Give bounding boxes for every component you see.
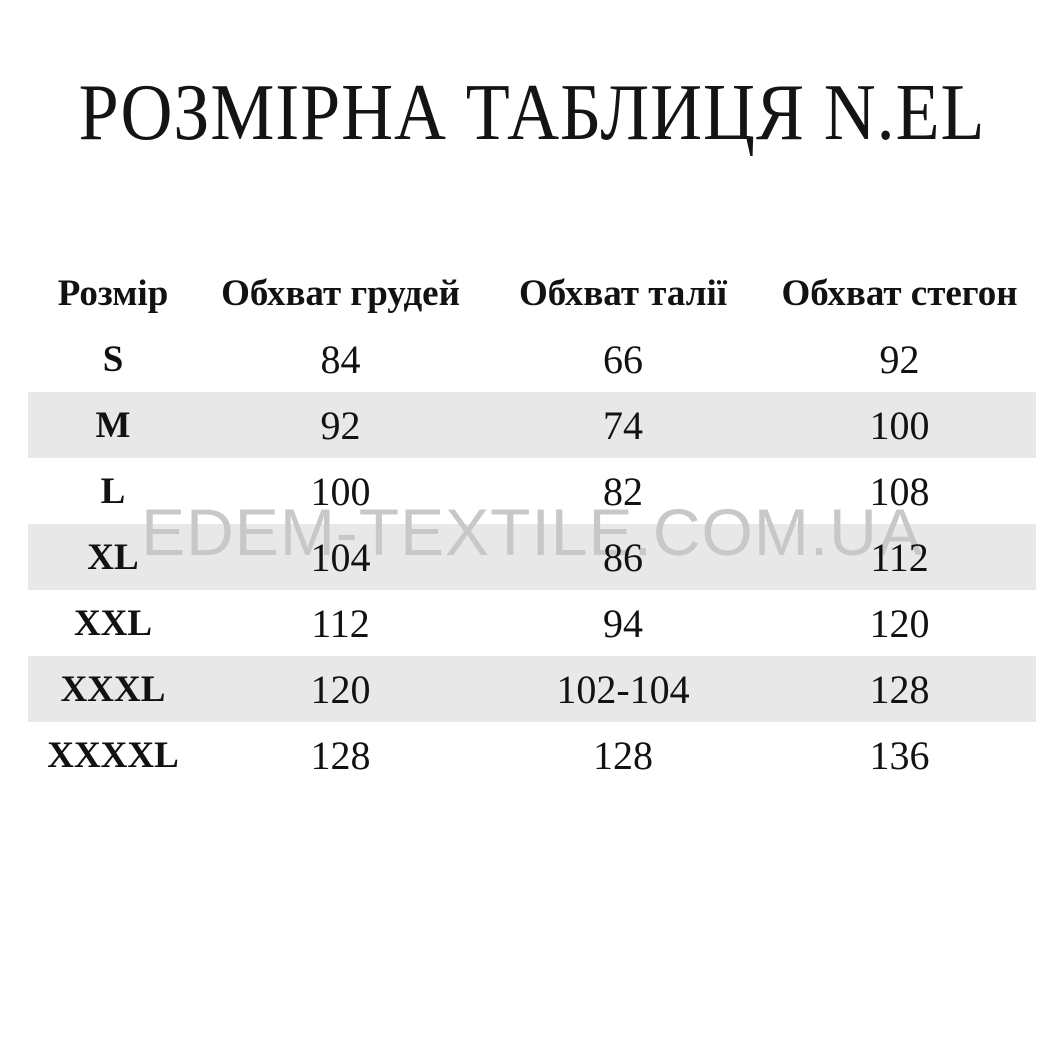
table-row: XXXXL 128 128 136 — [28, 722, 1036, 788]
column-header: Обхват стегон — [781, 272, 1018, 314]
waist-value: 82 — [603, 468, 643, 514]
hips-value: 112 — [870, 534, 929, 580]
size-label: XL — [87, 536, 139, 578]
table-row: XL 104 86 112 — [28, 524, 1036, 590]
size-label: L — [100, 470, 126, 512]
column-header: Розмір — [57, 272, 169, 314]
waist-value: 86 — [603, 534, 643, 580]
table-row: XXXL 120 102-104 128 — [28, 656, 1036, 722]
chest-value: 92 — [320, 402, 361, 448]
row-stripe — [28, 656, 1036, 722]
hips-value: 100 — [869, 402, 930, 448]
table-row: M 92 74 100 — [28, 392, 1036, 458]
page-title: РОЗМІРНА ТАБЛИЦЯ N.EL — [78, 69, 986, 157]
table-header-row: Розмір Обхват грудей Обхват талії Обхват ст… — [28, 260, 1036, 326]
chest-value: 112 — [311, 600, 370, 646]
hips-value: 136 — [869, 732, 930, 778]
waist-value: 74 — [603, 402, 643, 448]
size-label: XXXL — [60, 668, 166, 710]
chest-value: 84 — [320, 336, 361, 382]
size-label: XXXXL — [47, 734, 179, 776]
row-stripe — [28, 392, 1036, 458]
row-stripes-layer — [28, 260, 1036, 788]
column-header: Обхват талії — [518, 272, 728, 314]
hips-value: 108 — [869, 468, 930, 514]
column-header: Обхват грудей — [221, 272, 460, 314]
waist-value: 128 — [593, 732, 653, 778]
row-stripe — [28, 524, 1036, 590]
size-label: S — [102, 338, 124, 380]
watermark: EDEM-TEXTILE.COM.UA — [141, 495, 923, 569]
chest-value: 128 — [310, 732, 371, 778]
table-row: XXL 112 94 120 — [28, 590, 1036, 656]
hips-value: 128 — [869, 666, 930, 712]
waist-value: 94 — [603, 600, 643, 646]
hips-value: 120 — [869, 600, 930, 646]
chest-value: 120 — [310, 666, 371, 712]
size-table: Розмір Обхват грудей Обхват талії Обхват ст… — [28, 260, 1036, 788]
chest-value: 100 — [310, 468, 371, 514]
chest-value: 104 — [310, 534, 371, 580]
waist-value: 102-104 — [556, 666, 690, 712]
table-row: S 84 66 92 — [28, 326, 1036, 392]
size-label: M — [95, 404, 131, 446]
size-label: XXL — [73, 602, 153, 644]
hips-value: 92 — [879, 336, 920, 382]
waist-value: 66 — [603, 336, 643, 382]
size-table-body: S 84 66 92 M 92 74 100 L 100 82 108 XL 104 86 112 XXL 112… — [28, 326, 1036, 788]
table-row: L 100 82 108 — [28, 458, 1036, 524]
